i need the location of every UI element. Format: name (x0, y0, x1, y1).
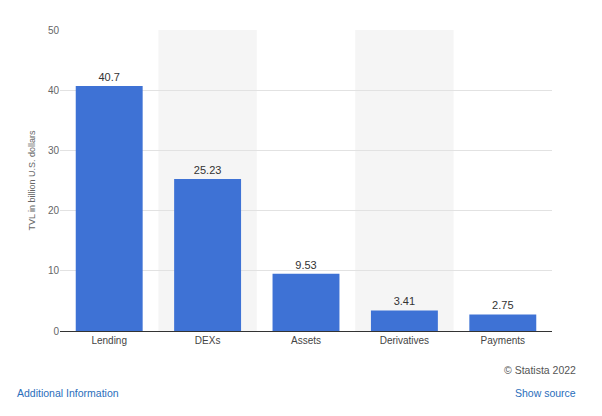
svg-text:Show source: Show source (515, 387, 576, 399)
svg-text:40.7: 40.7 (98, 71, 119, 83)
svg-text:2.75: 2.75 (492, 299, 513, 311)
svg-text:TVL in billion U.S. dollars: TVL in billion U.S. dollars (27, 130, 37, 231)
svg-text:DEXs: DEXs (195, 335, 221, 346)
svg-text:Assets: Assets (291, 335, 321, 346)
svg-text:© Statista 2022: © Statista 2022 (504, 364, 576, 376)
svg-text:9.53: 9.53 (295, 259, 316, 271)
svg-text:40: 40 (48, 85, 60, 96)
svg-text:20: 20 (48, 205, 60, 216)
svg-text:3.41: 3.41 (394, 295, 415, 307)
svg-text:10: 10 (48, 265, 60, 276)
svg-text:0: 0 (53, 326, 59, 337)
svg-text:50: 50 (48, 25, 60, 36)
svg-text:Derivatives: Derivatives (380, 335, 429, 346)
svg-text:Additional Information: Additional Information (17, 387, 119, 399)
svg-text:25.23: 25.23 (194, 164, 222, 176)
svg-text:Payments: Payments (481, 335, 525, 346)
svg-text:30: 30 (48, 145, 60, 156)
svg-text:Lending: Lending (91, 335, 127, 346)
